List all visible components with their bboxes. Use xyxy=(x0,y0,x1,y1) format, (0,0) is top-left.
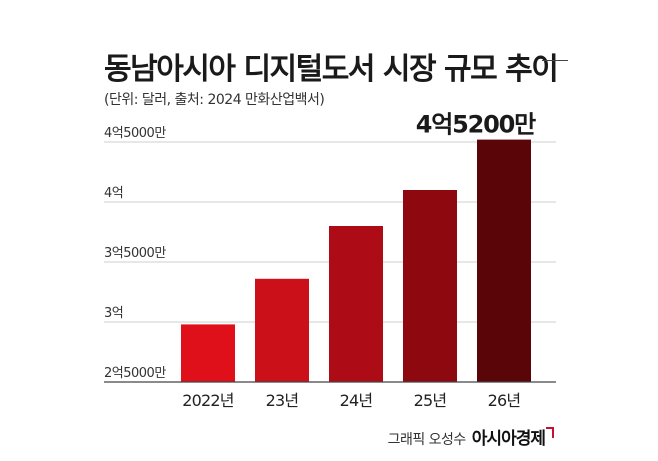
y-tick-label: 3억5000만 xyxy=(104,246,166,261)
x-tick-label: 26년 xyxy=(488,391,521,410)
y-tick-label: 2억5000만 xyxy=(104,366,166,381)
credit-artist: 그래픽 오성수 xyxy=(387,432,467,448)
y-tick-label: 4억5000만 xyxy=(104,126,166,141)
x-tick-label: 2022년 xyxy=(182,391,234,410)
bar xyxy=(329,226,383,382)
y-tick-label: 4억 xyxy=(104,186,123,201)
chart-subtitle: (단위: 달러, 출처: 2024 만화산업백서) xyxy=(104,92,325,108)
title-rule xyxy=(542,60,568,61)
bars xyxy=(181,139,531,382)
x-tick-label: 24년 xyxy=(340,391,373,410)
bar xyxy=(181,324,235,382)
x-tick-label: 23년 xyxy=(266,391,299,410)
chart-title: 동남아시아 디지털도서 시장 규모 추이 xyxy=(104,52,559,87)
x-tick-label: 25년 xyxy=(414,391,447,410)
brand-name: 아시아경제 xyxy=(471,429,546,449)
bar xyxy=(403,190,457,382)
credit-brand: 아시아경제 xyxy=(472,424,554,449)
value-annotation: 4억5200만 xyxy=(416,111,536,139)
x-axis-ticks: 2022년 23년 24년 25년 26년 xyxy=(182,391,521,410)
credit: 그래픽 오성수 아시아경제 xyxy=(388,424,554,449)
bar xyxy=(255,278,309,382)
brand-mark-icon xyxy=(546,427,554,438)
y-axis-ticks: 2억5000만 3억 3억5000만 4억 4억5000만 xyxy=(104,126,167,381)
bar xyxy=(477,139,531,382)
annotations: 4억5200만 xyxy=(416,111,538,139)
y-tick-label: 3억 xyxy=(104,306,123,321)
